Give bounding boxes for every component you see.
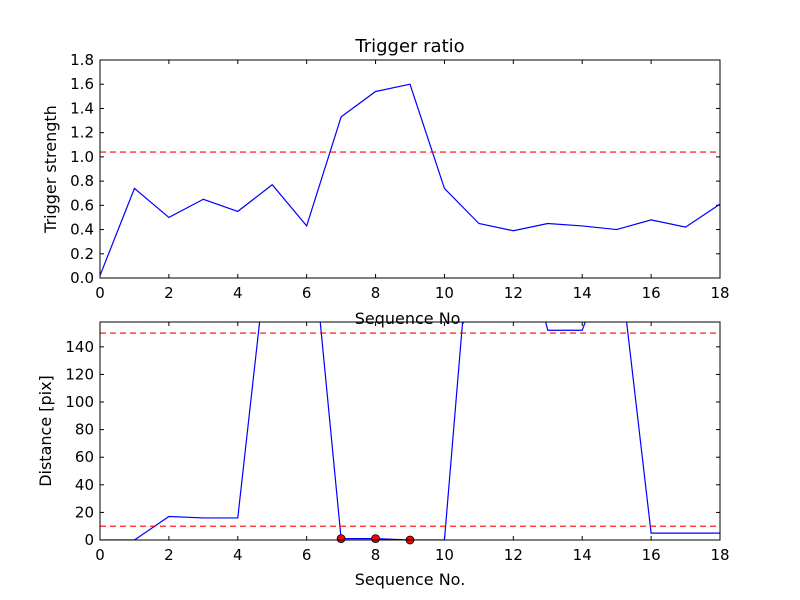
top-x-tick-label: 14 xyxy=(573,284,592,302)
top-y-tick-label: 0.4 xyxy=(70,221,94,239)
bottom-marker-point xyxy=(371,534,380,544)
top-x-tick-label: 4 xyxy=(233,284,243,302)
bottom-series-line xyxy=(100,322,720,540)
bottom-x-tick-label: 2 xyxy=(164,546,174,564)
top-y-tick-label: 0.6 xyxy=(70,196,94,214)
bottom-x-tick-label: 10 xyxy=(435,546,454,564)
bottom-plot-content xyxy=(100,322,720,540)
bottom-x-tick-label: 14 xyxy=(573,546,592,564)
top-series-line xyxy=(100,83,720,276)
top-x-tick-label: 16 xyxy=(642,284,661,302)
top-y-tick-label: 0.8 xyxy=(70,172,94,190)
bottom-axes-frame xyxy=(99,321,721,541)
top-y-tick-label: 1.4 xyxy=(70,99,94,117)
bottom-y-tick-label: 120 xyxy=(65,365,94,383)
top-y-axis-label: Trigger strength xyxy=(41,105,60,234)
bottom-y-tick-label: 100 xyxy=(65,393,94,411)
top-y-tick-label: 1.0 xyxy=(70,148,94,166)
top-chart-title: Trigger ratio xyxy=(354,36,464,57)
bottom-x-tick-label: 18 xyxy=(710,546,729,564)
top-y-tick-label: 1.8 xyxy=(70,51,94,69)
top-y-tick-label: 1.6 xyxy=(70,75,94,93)
top-x-tick-label: 12 xyxy=(504,284,523,302)
top-y-tick-label: 0.0 xyxy=(70,269,94,287)
top-x-tick-label: 10 xyxy=(435,284,454,302)
top-plot-area: 0 2 4 6 8 10 12 14 16 18 0.0 0.2 0.4 0.6 0.8 1.0 1.2 1.4 1… xyxy=(70,51,729,302)
top-x-tick-label: 6 xyxy=(302,284,312,302)
bottom-x-tick-label: 8 xyxy=(371,546,381,564)
top-y-tick-label: 0.2 xyxy=(70,245,94,263)
bottom-y-tick-label: 140 xyxy=(65,338,94,356)
top-x-axis-label: Sequence No. xyxy=(355,309,466,328)
top-y-tick-label: 1.2 xyxy=(70,124,94,142)
bottom-x-tick-label: 16 xyxy=(642,546,661,564)
top-x-tick-label: 8 xyxy=(371,284,381,302)
bottom-y-tick-label: 80 xyxy=(75,421,94,439)
top-plot-content xyxy=(100,83,720,276)
bottom-plot-area: 0 2 4 6 8 10 12 14 16 18 0 20 40 60 80 100 120 140 xyxy=(65,321,730,564)
bottom-x-tick-label: 6 xyxy=(302,546,312,564)
bottom-y-tick-label: 20 xyxy=(75,503,94,521)
bottom-y-tick-label: 0 xyxy=(84,531,94,549)
top-x-tick-label: 18 xyxy=(710,284,729,302)
bottom-marker-point xyxy=(336,534,346,544)
bottom-y-tick-label: 40 xyxy=(75,476,94,494)
bottom-y-axis-label: Distance [pix] xyxy=(36,375,55,487)
bottom-x-tick-label: 4 xyxy=(233,546,243,564)
top-x-tick-label: 2 xyxy=(164,284,174,302)
bottom-x-tick-label: 12 xyxy=(504,546,523,564)
top-axes-frame xyxy=(99,59,721,279)
bottom-x-axis-label: Sequence No. xyxy=(355,570,466,589)
bottom-y-tick-label: 60 xyxy=(75,448,94,466)
top-x-tick-label: 0 xyxy=(95,284,105,302)
bottom-x-tick-label: 0 xyxy=(95,546,105,564)
